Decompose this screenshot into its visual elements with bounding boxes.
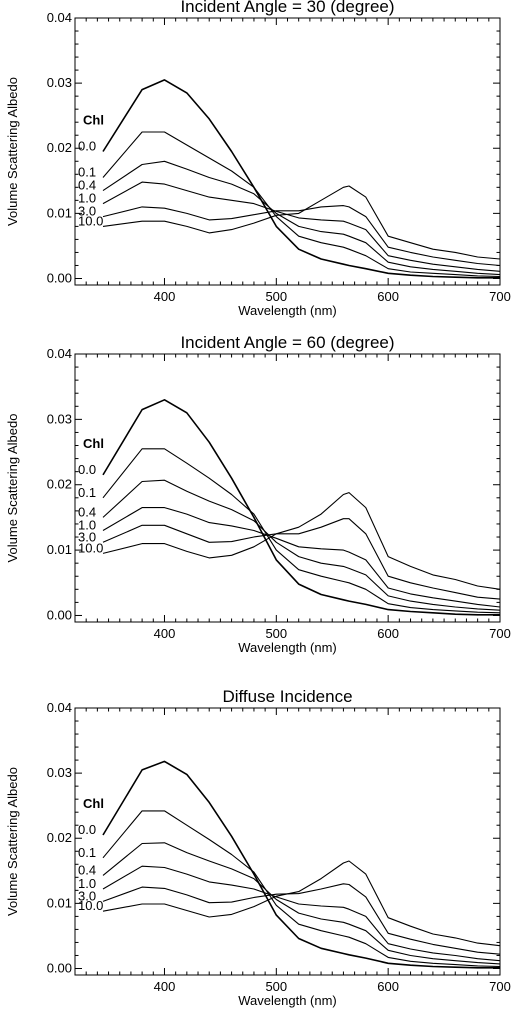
series-label-chl-0.4: 0.4	[78, 862, 96, 877]
y-tick-label: 0.02	[47, 477, 72, 492]
y-tick-label: 0.04	[47, 700, 72, 715]
series-label-chl-0.0: 0.0	[78, 822, 96, 837]
series-label-chl-0.0: 0.0	[78, 139, 96, 154]
y-tick-label: 0.00	[47, 270, 72, 285]
series-line-chl-0.0	[102, 760, 500, 969]
series-line-chl-10.0	[102, 860, 501, 947]
series-line-chl-1.0	[102, 181, 501, 272]
series-line-chl-1.0	[102, 865, 501, 962]
x-axis-label: Wavelength (nm)	[238, 993, 337, 1008]
x-tick-label: 500	[265, 289, 287, 304]
series-line-chl-1.0	[102, 507, 501, 608]
series-label-chl-3.0: 3.0	[78, 888, 96, 903]
x-tick-label: 600	[377, 289, 399, 304]
series-line-chl-10.0	[102, 185, 501, 260]
x-tick-label: 600	[377, 979, 399, 994]
y-tick-label: 0.03	[47, 411, 72, 426]
x-tick-label: 700	[489, 626, 511, 641]
legend-title: Chl	[83, 436, 104, 451]
series-line-chl-0.1	[102, 810, 501, 968]
y-tick-label: 0.00	[47, 960, 72, 975]
series-label-chl-1.0: 1.0	[78, 191, 96, 206]
x-tick-label: 700	[489, 979, 511, 994]
legend-title: Chl	[83, 796, 104, 811]
series-line-chl-3.0	[102, 205, 501, 267]
x-tick-label: 400	[154, 289, 176, 304]
chart-title: Incident Angle = 60 (degree)	[180, 333, 394, 352]
series-line-chl-0.0	[102, 79, 500, 279]
x-tick-label: 400	[154, 979, 176, 994]
series-line-chl-0.1	[102, 131, 501, 278]
series-label-chl-1.0: 1.0	[78, 876, 96, 891]
chart-panel-2: Incident Angle = 60 (degree) 400 500 600 700…	[5, 333, 511, 655]
series-label-chl-0.0: 0.0	[78, 462, 96, 477]
series-label-chl-0.1: 0.1	[78, 165, 96, 180]
series-line-chl-0.4	[102, 479, 501, 611]
series-label-chl-10.0: 10.0	[78, 213, 103, 228]
legend-title: Chl	[83, 113, 104, 128]
y-tick-label: 0.03	[47, 765, 72, 780]
series-line-chl-0.4	[102, 160, 501, 276]
y-tick-label: 0.02	[47, 830, 72, 845]
x-tick-label: 500	[265, 979, 287, 994]
y-axis-label: Volume Scattering Albedo	[5, 77, 20, 226]
y-axis-label: Volume Scattering Albedo	[5, 767, 20, 916]
x-tick-label: 700	[489, 289, 511, 304]
series-line-chl-10.0	[102, 492, 501, 590]
plot-frame	[74, 353, 501, 623]
plot-frame	[74, 17, 501, 286]
y-tick-label: 0.03	[47, 75, 72, 90]
series-label-chl-0.1: 0.1	[78, 845, 96, 860]
y-tick-label: 0.02	[47, 140, 72, 155]
series-line-chl-3.0	[102, 883, 501, 955]
y-tick-label: 0.01	[47, 895, 72, 910]
series-label-chl-0.1: 0.1	[78, 485, 96, 500]
y-axis-label: Volume Scattering Albedo	[5, 414, 20, 563]
series-label-chl-1.0: 1.0	[78, 517, 96, 532]
y-tick-label: 0.04	[47, 346, 72, 361]
series-label-chl-10.0: 10.0	[78, 540, 103, 555]
series-line-chl-3.0	[102, 518, 501, 600]
chart-title: Incident Angle = 30 (degree)	[180, 0, 394, 16]
series-label-chl-3.0: 3.0	[78, 529, 96, 544]
series-line-chl-0.0	[102, 399, 500, 616]
y-tick-label: 0.04	[47, 10, 72, 25]
chart-title: Diffuse Incidence	[222, 687, 352, 706]
series-line-chl-0.1	[102, 448, 501, 614]
x-axis-label: Wavelength (nm)	[238, 303, 337, 318]
x-tick-label: 500	[265, 626, 287, 641]
series-label-chl-0.4: 0.4	[78, 504, 96, 519]
series-label-chl-10.0: 10.0	[78, 898, 103, 913]
x-tick-label: 600	[377, 626, 399, 641]
x-axis-label: Wavelength (nm)	[238, 640, 337, 655]
y-tick-label: 0.01	[47, 542, 72, 557]
y-tick-label: 0.00	[47, 607, 72, 622]
chart-panel-1: Incident Angle = 30 (degree) 400 500 600 700…	[5, 0, 511, 318]
series-label-chl-3.0: 3.0	[78, 204, 96, 219]
series-line-chl-0.4	[102, 842, 501, 965]
y-tick-label: 0.01	[47, 205, 72, 220]
x-tick-label: 400	[154, 626, 176, 641]
series-label-chl-0.4: 0.4	[78, 178, 96, 193]
